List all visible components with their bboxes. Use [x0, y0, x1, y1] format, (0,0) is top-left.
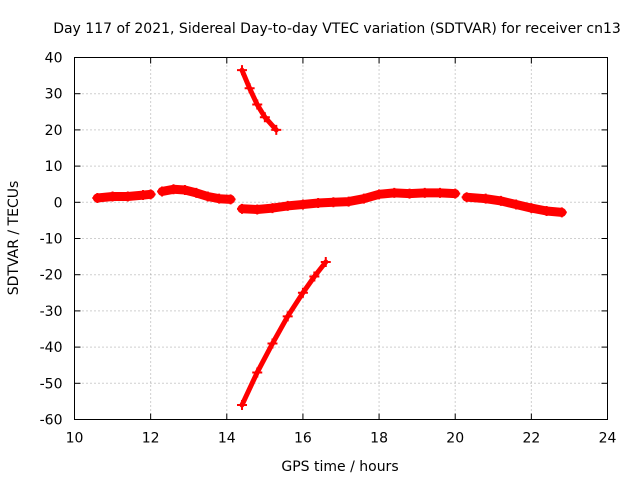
x-tick-label: 18 — [370, 431, 388, 447]
data-point — [541, 205, 552, 216]
data-point — [434, 187, 445, 198]
data-point — [214, 193, 225, 204]
data-point — [267, 203, 278, 214]
data-point — [320, 257, 331, 268]
data-point — [259, 112, 270, 123]
x-tick-label: 16 — [294, 431, 312, 447]
x-tick-label: 24 — [599, 431, 617, 447]
data-series — [92, 65, 567, 411]
data-point — [313, 198, 324, 209]
data-point — [179, 184, 190, 195]
y-tick-label: -20 — [40, 268, 63, 284]
series-line — [239, 67, 279, 133]
data-point — [122, 191, 133, 202]
y-tick-label: 30 — [45, 87, 63, 103]
x-axis-label: GPS time / hours — [281, 459, 398, 475]
x-tick-label: 12 — [142, 431, 160, 447]
data-point — [450, 188, 461, 199]
data-point — [145, 189, 156, 200]
x-tick-label: 20 — [446, 431, 464, 447]
data-point — [461, 192, 472, 203]
data-point — [404, 188, 415, 199]
series-line — [239, 259, 329, 408]
y-tick-label: 20 — [45, 123, 63, 139]
x-tick-label: 22 — [522, 431, 540, 447]
data-point — [252, 99, 263, 110]
data-point — [556, 207, 567, 218]
y-tick-label: -60 — [40, 413, 63, 429]
data-point — [511, 199, 522, 210]
x-tick-label: 10 — [66, 431, 84, 447]
y-tick-label: -40 — [40, 340, 63, 356]
data-point — [267, 338, 278, 349]
data-point — [237, 65, 248, 76]
grid — [74, 57, 608, 420]
data-point — [252, 204, 263, 215]
data-point — [282, 200, 293, 211]
data-point — [358, 193, 369, 204]
data-point — [389, 187, 400, 198]
data-point — [282, 311, 293, 322]
data-point — [191, 187, 202, 198]
y-tick-label: -10 — [40, 232, 63, 248]
data-point — [252, 367, 263, 378]
data-point — [419, 187, 430, 198]
data-point — [343, 196, 354, 207]
x-tick-label: 14 — [218, 431, 236, 447]
y-tick-label: -30 — [40, 304, 63, 320]
y-tick-label: -50 — [40, 376, 63, 392]
data-point — [495, 195, 506, 206]
data-point — [297, 199, 308, 210]
data-point — [202, 191, 213, 202]
data-point — [244, 83, 255, 94]
ticks: 10 12 14 16 18 20 22 24 -60 -50 -40 -30 -20 -10 0 10 20 3… — [40, 51, 617, 447]
data-point — [271, 124, 282, 135]
y-tick-label: 10 — [45, 159, 63, 175]
data-point — [107, 191, 118, 202]
data-point — [328, 197, 339, 208]
data-point — [526, 203, 537, 214]
data-point — [92, 192, 103, 203]
plot-frame — [74, 57, 608, 420]
data-point — [237, 400, 248, 411]
y-tick-label: 0 — [54, 195, 63, 211]
data-point — [225, 194, 236, 205]
data-point — [297, 287, 308, 298]
data-point — [168, 184, 179, 195]
data-point — [480, 193, 491, 204]
data-point — [374, 189, 385, 200]
y-tick-label: 40 — [45, 51, 63, 67]
data-point — [309, 271, 320, 282]
chart-title: Day 117 of 2021, Sidereal Day-to-day VTE… — [53, 21, 621, 37]
y-axis-label: SDTVAR / TECUs — [6, 181, 22, 296]
data-point — [237, 203, 248, 214]
data-point — [157, 186, 168, 197]
